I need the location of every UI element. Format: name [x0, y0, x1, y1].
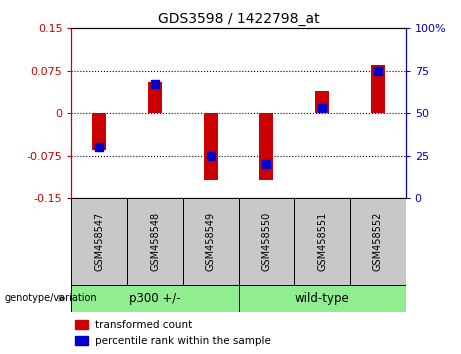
Title: GDS3598 / 1422798_at: GDS3598 / 1422798_at	[158, 12, 319, 26]
Bar	[148, 82, 162, 113]
Bar	[315, 91, 329, 113]
Point	[95, 144, 103, 150]
Text: GSM458548: GSM458548	[150, 212, 160, 271]
FancyBboxPatch shape	[238, 285, 406, 312]
FancyBboxPatch shape	[238, 198, 294, 285]
Text: GSM458551: GSM458551	[317, 212, 327, 271]
Text: percentile rank within the sample: percentile rank within the sample	[95, 336, 271, 346]
FancyBboxPatch shape	[183, 198, 238, 285]
FancyBboxPatch shape	[71, 285, 238, 312]
Text: genotype/variation: genotype/variation	[5, 293, 97, 303]
Bar	[371, 65, 385, 113]
Point	[374, 68, 382, 74]
FancyBboxPatch shape	[71, 285, 406, 312]
Bar	[75, 320, 88, 329]
Text: wild-type: wild-type	[295, 292, 349, 305]
FancyBboxPatch shape	[127, 198, 183, 285]
Point	[207, 153, 214, 159]
Bar	[75, 336, 88, 345]
Text: GSM458552: GSM458552	[373, 212, 383, 271]
FancyBboxPatch shape	[71, 198, 127, 285]
Text: GSM458547: GSM458547	[95, 212, 104, 271]
Text: p300 +/-: p300 +/-	[129, 292, 181, 305]
Point	[151, 81, 159, 87]
Text: GSM458549: GSM458549	[206, 212, 216, 271]
FancyBboxPatch shape	[350, 198, 406, 285]
FancyBboxPatch shape	[294, 198, 350, 285]
Bar	[260, 113, 273, 180]
Bar	[92, 113, 106, 150]
Point	[319, 105, 326, 111]
Text: GSM458550: GSM458550	[261, 212, 272, 271]
Text: transformed count: transformed count	[95, 320, 192, 330]
Point	[263, 161, 270, 167]
Bar	[204, 113, 218, 180]
